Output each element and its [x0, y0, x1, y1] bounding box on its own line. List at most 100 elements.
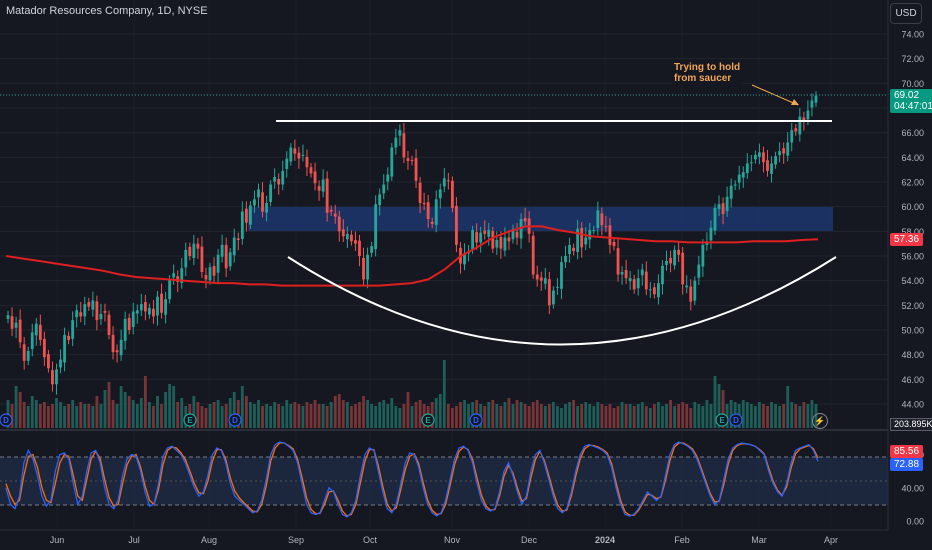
candle-body — [51, 370, 54, 385]
lightning-icon[interactable]: ⚡ — [812, 413, 828, 429]
volume-bar — [91, 406, 95, 428]
volume-bar — [240, 386, 244, 428]
candle-body — [741, 172, 745, 178]
candle-body — [414, 158, 418, 181]
time-axis-label: Oct — [363, 535, 378, 545]
marker-circle — [469, 413, 483, 427]
candle-body — [337, 216, 341, 232]
volume-bar — [143, 376, 147, 428]
price-axis-label: 74.00 — [901, 30, 924, 40]
candle-body — [418, 182, 422, 203]
candle-body — [442, 178, 446, 187]
stoch-k-line — [5, 441, 819, 518]
volume-bar — [358, 402, 361, 428]
candle-body — [111, 334, 115, 353]
volume-bar — [345, 402, 349, 428]
candle-body — [758, 152, 761, 157]
candle-body — [115, 350, 119, 353]
time-axis-label: Sep — [288, 535, 304, 545]
candle-body — [192, 243, 196, 258]
candle-body — [366, 254, 369, 280]
volume-bar — [208, 404, 212, 428]
candle-body — [378, 194, 382, 206]
candle-body — [677, 249, 681, 255]
annotation-arrowhead — [791, 99, 799, 105]
candle-body — [556, 286, 559, 288]
volume-bar — [531, 402, 535, 428]
volume-bar — [289, 404, 293, 428]
candle-body — [79, 312, 83, 317]
candle-body — [669, 257, 672, 264]
time-axis-label: Apr — [824, 535, 838, 545]
volume-bar — [766, 406, 769, 428]
volume-bar — [269, 406, 273, 428]
volume-bar — [261, 406, 264, 428]
candle-body — [438, 189, 442, 199]
volume-bar — [628, 404, 632, 428]
volume-bar — [95, 396, 99, 428]
price-axis-label: 60.00 — [901, 202, 924, 212]
volume-bar — [196, 402, 200, 428]
candle-body — [430, 221, 434, 224]
volume-bar — [620, 402, 624, 428]
volume-bar — [67, 404, 71, 428]
volume-bar — [228, 398, 232, 428]
volume-bar — [378, 402, 382, 428]
volume-bar — [394, 406, 398, 428]
candle-body — [349, 234, 353, 242]
candle-body — [802, 117, 806, 121]
volume-bar — [232, 392, 236, 428]
candle-body — [253, 199, 256, 206]
volume-bar — [483, 406, 487, 428]
price-axis-label: 44.00 — [901, 400, 924, 410]
volume-bar — [564, 404, 567, 428]
candle-body — [701, 244, 705, 267]
candle-body — [471, 230, 475, 250]
last-price-tag: 69.02 04:47:01 — [890, 89, 932, 113]
candle-body — [729, 185, 733, 199]
volume-bar — [749, 404, 753, 428]
volume-bar — [59, 402, 62, 428]
candle-body — [475, 232, 479, 243]
saucer-arc[interactable] — [287, 256, 837, 346]
volume-bar — [669, 400, 672, 428]
volume-bar — [741, 400, 745, 428]
annotation-line-1: Trying to hold — [674, 62, 741, 73]
price-axis-label: 72.00 — [901, 54, 924, 64]
volume-bar — [111, 400, 115, 428]
candle-body — [212, 266, 216, 276]
candle-body — [406, 158, 410, 162]
candle-body — [224, 244, 228, 269]
candle-body — [523, 218, 527, 222]
price-axis[interactable]: 74.0072.0070.0068.0066.0064.0062.0060.00… — [901, 30, 924, 410]
volume-bar — [103, 390, 107, 428]
candle-body — [87, 302, 91, 307]
candle-body — [681, 252, 685, 285]
price-axis-label: 62.00 — [901, 178, 924, 188]
volume-bar — [107, 382, 111, 428]
volume-bar — [624, 404, 628, 428]
volume-bar — [176, 402, 180, 428]
annotation-text[interactable]: Trying to hold from saucer — [672, 62, 743, 84]
volume-bar — [414, 402, 418, 428]
candle-body — [91, 300, 95, 310]
volume-bar — [152, 406, 155, 428]
candle-body — [273, 177, 277, 182]
candle-body — [42, 338, 46, 358]
candle-body — [661, 265, 664, 285]
volume-bar — [697, 404, 701, 428]
candle-body — [515, 231, 519, 238]
volume-bar — [612, 408, 616, 428]
candle-body — [636, 278, 640, 289]
time-axis[interactable]: Jun Jul Aug Sep Oct Nov Dec 2024 Feb Mar Apr — [50, 535, 838, 545]
volume-bar — [677, 404, 681, 428]
volume-bar — [673, 406, 677, 428]
volume-bar — [701, 406, 705, 428]
currency-button[interactable]: USD — [890, 3, 922, 24]
volume-bar — [434, 398, 438, 428]
candle-body — [652, 287, 656, 295]
candle-body — [265, 202, 268, 213]
candle-body — [382, 184, 386, 194]
